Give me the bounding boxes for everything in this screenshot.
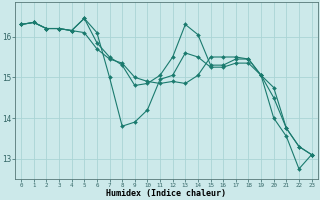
X-axis label: Humidex (Indice chaleur): Humidex (Indice chaleur) — [106, 189, 226, 198]
